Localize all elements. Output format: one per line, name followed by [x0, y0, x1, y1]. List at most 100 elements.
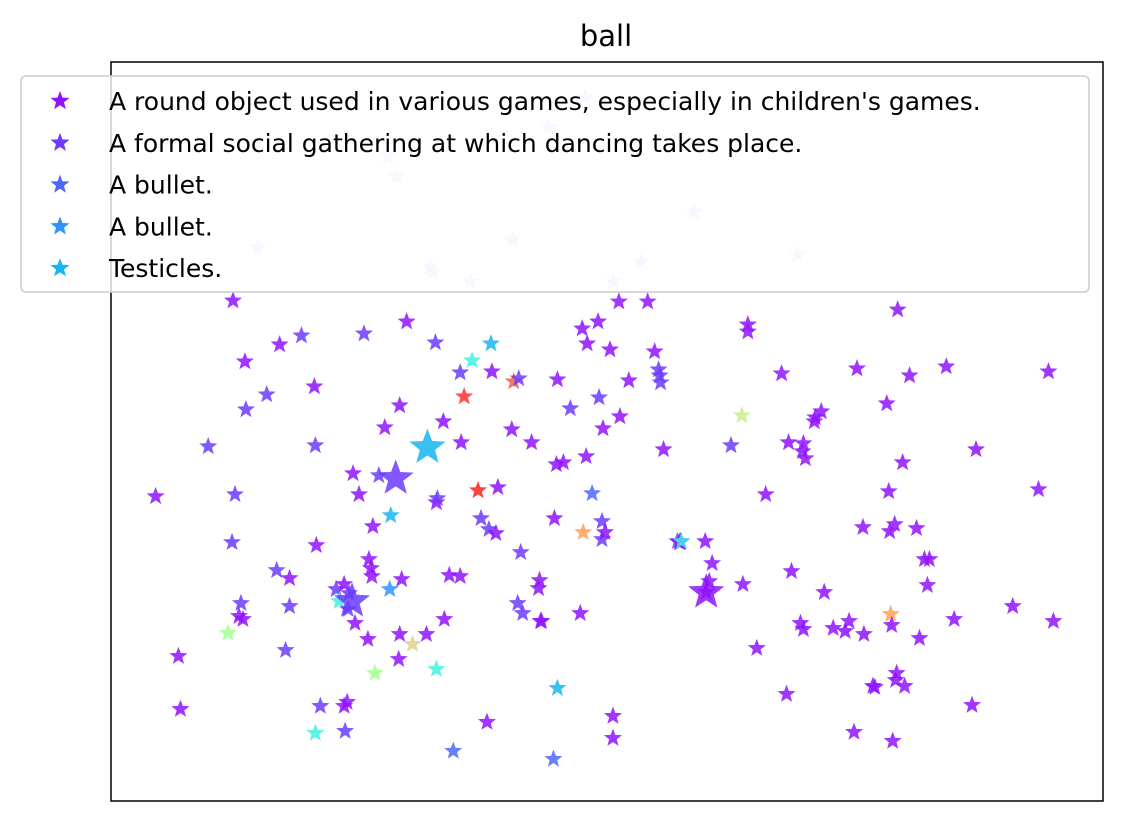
scatter-point: [363, 516, 382, 535]
scatter-point: [146, 486, 165, 505]
scatter-point: [390, 624, 409, 642]
legend-label: A formal social gathering at which danci…: [109, 129, 802, 158]
legend-label: A bullet.: [109, 212, 213, 241]
scatter-point: [359, 549, 378, 568]
scatter-point: [426, 333, 445, 351]
scatter-point: [427, 659, 446, 677]
scatter-point: [508, 593, 527, 611]
scatter-point: [600, 340, 620, 358]
scatter-point: [336, 721, 355, 739]
scatter-point: [885, 514, 904, 533]
scatter-point: [721, 435, 741, 454]
scatter-point: [349, 484, 369, 503]
scatter-point: [593, 511, 612, 530]
scatter-point: [747, 638, 766, 656]
scatter-point: [703, 553, 722, 572]
scatter-point: [733, 574, 752, 592]
scatter-point: [335, 574, 354, 592]
scatter-point: [235, 352, 254, 370]
scatter-point: [791, 613, 810, 631]
scatter-point: [219, 623, 238, 641]
scatter-point: [469, 480, 488, 499]
scatter-point: [479, 519, 498, 538]
scatter-point: [547, 454, 566, 473]
scatter-point: [794, 619, 813, 637]
scatter-point: [229, 606, 248, 624]
scatter-point: [389, 649, 408, 667]
scatter-point: [280, 596, 299, 614]
scatter-point: [854, 624, 873, 642]
scatter-point: [963, 695, 982, 713]
scatter-point: [918, 575, 937, 593]
scatter-point: [840, 611, 859, 629]
legend-marker: [50, 91, 70, 110]
scatter-point: [452, 432, 471, 451]
legend-label: A round object used in various games, es…: [109, 87, 981, 116]
scatter-point: [544, 749, 563, 767]
scatter-point: [305, 377, 324, 395]
scatter-point: [548, 678, 567, 696]
scatter-point: [578, 334, 597, 352]
scatter-point: [451, 363, 470, 381]
scatter-point: [844, 722, 864, 740]
scatter-point: [782, 561, 801, 579]
scatter-point: [793, 441, 812, 460]
scatter-point: [223, 291, 243, 309]
scatter-point: [381, 505, 400, 524]
scatter-point: [482, 362, 501, 380]
legend-marker: [50, 174, 70, 193]
scatter-point: [330, 591, 349, 609]
scatter-point: [169, 646, 188, 664]
scatter-point: [650, 366, 669, 384]
scatter-point: [593, 529, 612, 548]
legend-marker: [50, 216, 70, 235]
scatter-point: [1044, 611, 1063, 629]
scatter-point: [440, 565, 459, 583]
scatter-point: [344, 463, 363, 482]
scatter-point: [397, 312, 416, 330]
scatter-point: [333, 582, 371, 617]
scatter-point: [509, 369, 528, 387]
scatter-point: [417, 624, 436, 642]
scatter-point: [561, 399, 580, 417]
scatter-point: [772, 364, 791, 382]
scatter-point: [900, 366, 919, 384]
scatter-point: [583, 483, 602, 502]
scatter-point: [812, 402, 831, 420]
scatter-point: [756, 484, 775, 503]
scatter-point: [513, 603, 532, 621]
scatter-point: [545, 508, 564, 527]
scatter-point: [920, 549, 939, 568]
scatter-point: [603, 706, 622, 724]
scatter-point: [573, 319, 592, 337]
chart-title: ball: [580, 19, 632, 53]
points-layer: [146, 88, 1063, 767]
scatter-point: [444, 741, 463, 759]
scatter-point: [853, 517, 872, 536]
scatter-point: [895, 676, 914, 694]
scatter-point: [292, 326, 311, 344]
scatter-point: [481, 334, 500, 352]
scatter-point: [654, 439, 673, 458]
scatter-point: [270, 335, 289, 353]
scatter-point: [1003, 596, 1022, 614]
scatter-point: [511, 542, 530, 561]
scatter-point: [530, 570, 549, 588]
scatter-point: [276, 640, 295, 658]
scatter-point: [907, 518, 926, 537]
scatter-point: [688, 573, 725, 608]
scatter-point: [488, 477, 507, 496]
scatter-point: [257, 385, 276, 403]
scatter-point: [1029, 479, 1048, 498]
plot-frame: [110, 61, 1104, 802]
scatter-point: [554, 452, 573, 471]
scatter-point: [1039, 362, 1058, 380]
legend-marker: [50, 132, 70, 151]
scatter-point: [893, 452, 912, 471]
scatter-point: [638, 292, 657, 310]
scatter-point: [311, 696, 330, 714]
scatter-point: [649, 360, 668, 378]
scatter-point: [409, 428, 446, 463]
scatter-point: [267, 560, 286, 578]
scatter-point: [532, 611, 551, 629]
